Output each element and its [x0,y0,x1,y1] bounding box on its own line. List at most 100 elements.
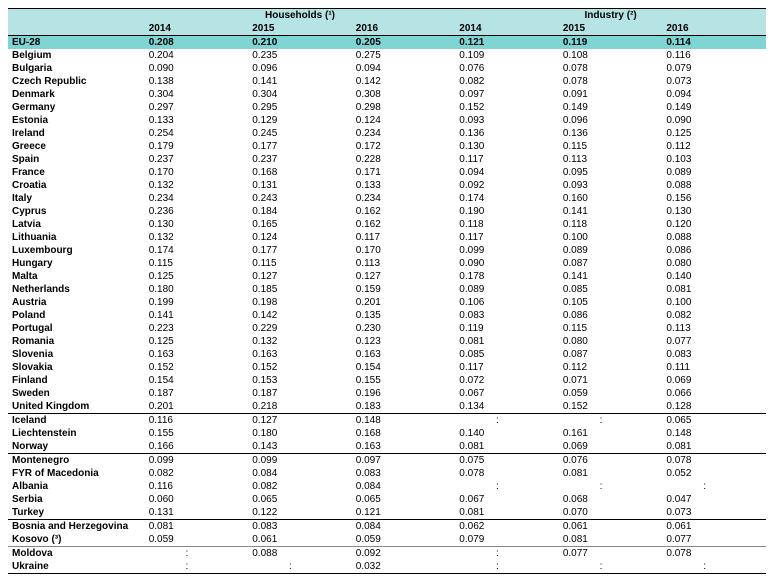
value-cell: 0.060 [145,493,249,506]
value-cell: 0.076 [559,454,663,468]
value-cell: 0.125 [662,127,766,140]
header-industry: Industry (²) [455,9,766,23]
value-cell: 0.168 [248,166,352,179]
value-cell: 0.127 [248,270,352,283]
value-cell: 0.131 [248,179,352,192]
value-cell: 0.087 [559,257,663,270]
value-cell: 0.080 [559,335,663,348]
table-row: Belgium0.2040.2350.2750.1090.1080.116 [8,49,766,62]
value-cell: 0.130 [662,205,766,218]
value-cell: 0.295 [248,101,352,114]
table-row: Ukraine::0.032::: [8,560,766,574]
value-cell: 0.099 [248,454,352,468]
table-row: Montenegro0.0990.0990.0970.0750.0760.078 [8,454,766,468]
value-cell: 0.196 [352,387,456,400]
value-cell: 0.297 [145,101,249,114]
value-cell: 0.032 [352,560,456,574]
table-row: Denmark0.3040.3040.3080.0970.0910.094 [8,88,766,101]
table-row: Portugal0.2230.2290.2300.1190.1150.113 [8,322,766,335]
value-cell: 0.204 [145,49,249,62]
value-cell: 0.116 [145,414,249,428]
value-cell: 0.236 [145,205,249,218]
table-row: Liechtenstein0.1550.1800.1680.1400.1610.… [8,427,766,440]
value-cell: 0.152 [145,361,249,374]
value-cell: 0.133 [352,179,456,192]
table-row: Spain0.2370.2370.2280.1170.1130.103 [8,153,766,166]
value-cell: : [559,560,663,574]
value-cell: 0.163 [248,348,352,361]
value-cell: 0.141 [559,270,663,283]
table-row: Austria0.1990.1980.2010.1060.1050.100 [8,296,766,309]
value-cell: 0.205 [352,36,456,50]
table-row: Germany0.2970.2950.2980.1520.1490.149 [8,101,766,114]
value-cell: 0.159 [352,283,456,296]
value-cell: 0.090 [662,114,766,127]
country-name: Sweden [8,387,145,400]
country-name: Netherlands [8,283,145,296]
value-cell: 0.132 [248,335,352,348]
year-h-2014: 2014 [145,22,249,36]
value-cell: 0.152 [248,361,352,374]
value-cell: 0.059 [559,387,663,400]
value-cell: 0.229 [248,322,352,335]
value-cell: 0.198 [248,296,352,309]
value-cell: 0.096 [248,62,352,75]
country-name: Belgium [8,49,145,62]
value-cell: 0.132 [145,179,249,192]
table-row: Luxembourg0.1740.1770.1700.0990.0890.086 [8,244,766,257]
value-cell: 0.230 [352,322,456,335]
value-cell: 0.082 [662,309,766,322]
value-cell: 0.117 [455,231,559,244]
value-cell: 0.143 [248,440,352,454]
value-cell: 0.115 [248,257,352,270]
table-row: Latvia0.1300.1650.1620.1180.1180.120 [8,218,766,231]
value-cell: 0.235 [248,49,352,62]
value-cell: 0.210 [248,36,352,50]
value-cell: 0.148 [352,414,456,428]
table-row: FYR of Macedonia0.0820.0840.0830.0780.08… [8,467,766,480]
value-cell: 0.187 [145,387,249,400]
value-cell: 0.116 [145,480,249,493]
table-body: EU-280.2080.2100.2050.1210.1190.114Belgi… [8,36,766,574]
table-row: Malta0.1250.1270.1270.1780.1410.140 [8,270,766,283]
value-cell: 0.119 [455,322,559,335]
value-cell: 0.081 [559,467,663,480]
value-cell: 0.096 [559,114,663,127]
value-cell: 0.134 [455,400,559,414]
value-cell: 0.142 [352,75,456,88]
country-name: Romania [8,335,145,348]
value-cell: 0.066 [662,387,766,400]
value-cell: 0.275 [352,49,456,62]
value-cell: : [455,480,559,493]
value-cell: 0.061 [248,533,352,547]
country-name: Spain [8,153,145,166]
value-cell: 0.243 [248,192,352,205]
country-name: Croatia [8,179,145,192]
year-i-2014: 2014 [455,22,559,36]
value-cell: 0.081 [145,520,249,534]
value-cell: 0.201 [352,296,456,309]
country-name: Austria [8,296,145,309]
value-cell: 0.061 [559,520,663,534]
value-cell: 0.141 [559,205,663,218]
value-cell: 0.140 [662,270,766,283]
value-cell: 0.237 [145,153,249,166]
value-cell: 0.254 [145,127,249,140]
value-cell: 0.179 [145,140,249,153]
value-cell: 0.059 [352,533,456,547]
value-cell: 0.080 [662,257,766,270]
value-cell: 0.234 [352,192,456,205]
country-name: Slovakia [8,361,145,374]
value-cell: 0.088 [248,547,352,561]
value-cell: 0.100 [662,296,766,309]
value-cell: 0.078 [662,547,766,561]
value-cell: 0.170 [145,166,249,179]
country-name: FYR of Macedonia [8,467,145,480]
value-cell: : [559,480,663,493]
value-cell: 0.130 [145,218,249,231]
table-row: Moldova:0.0880.092:0.0770.078 [8,547,766,561]
table-row: Italy0.2340.2430.2340.1740.1600.156 [8,192,766,205]
value-cell: 0.087 [559,348,663,361]
value-cell: 0.062 [455,520,559,534]
value-cell: 0.148 [662,427,766,440]
